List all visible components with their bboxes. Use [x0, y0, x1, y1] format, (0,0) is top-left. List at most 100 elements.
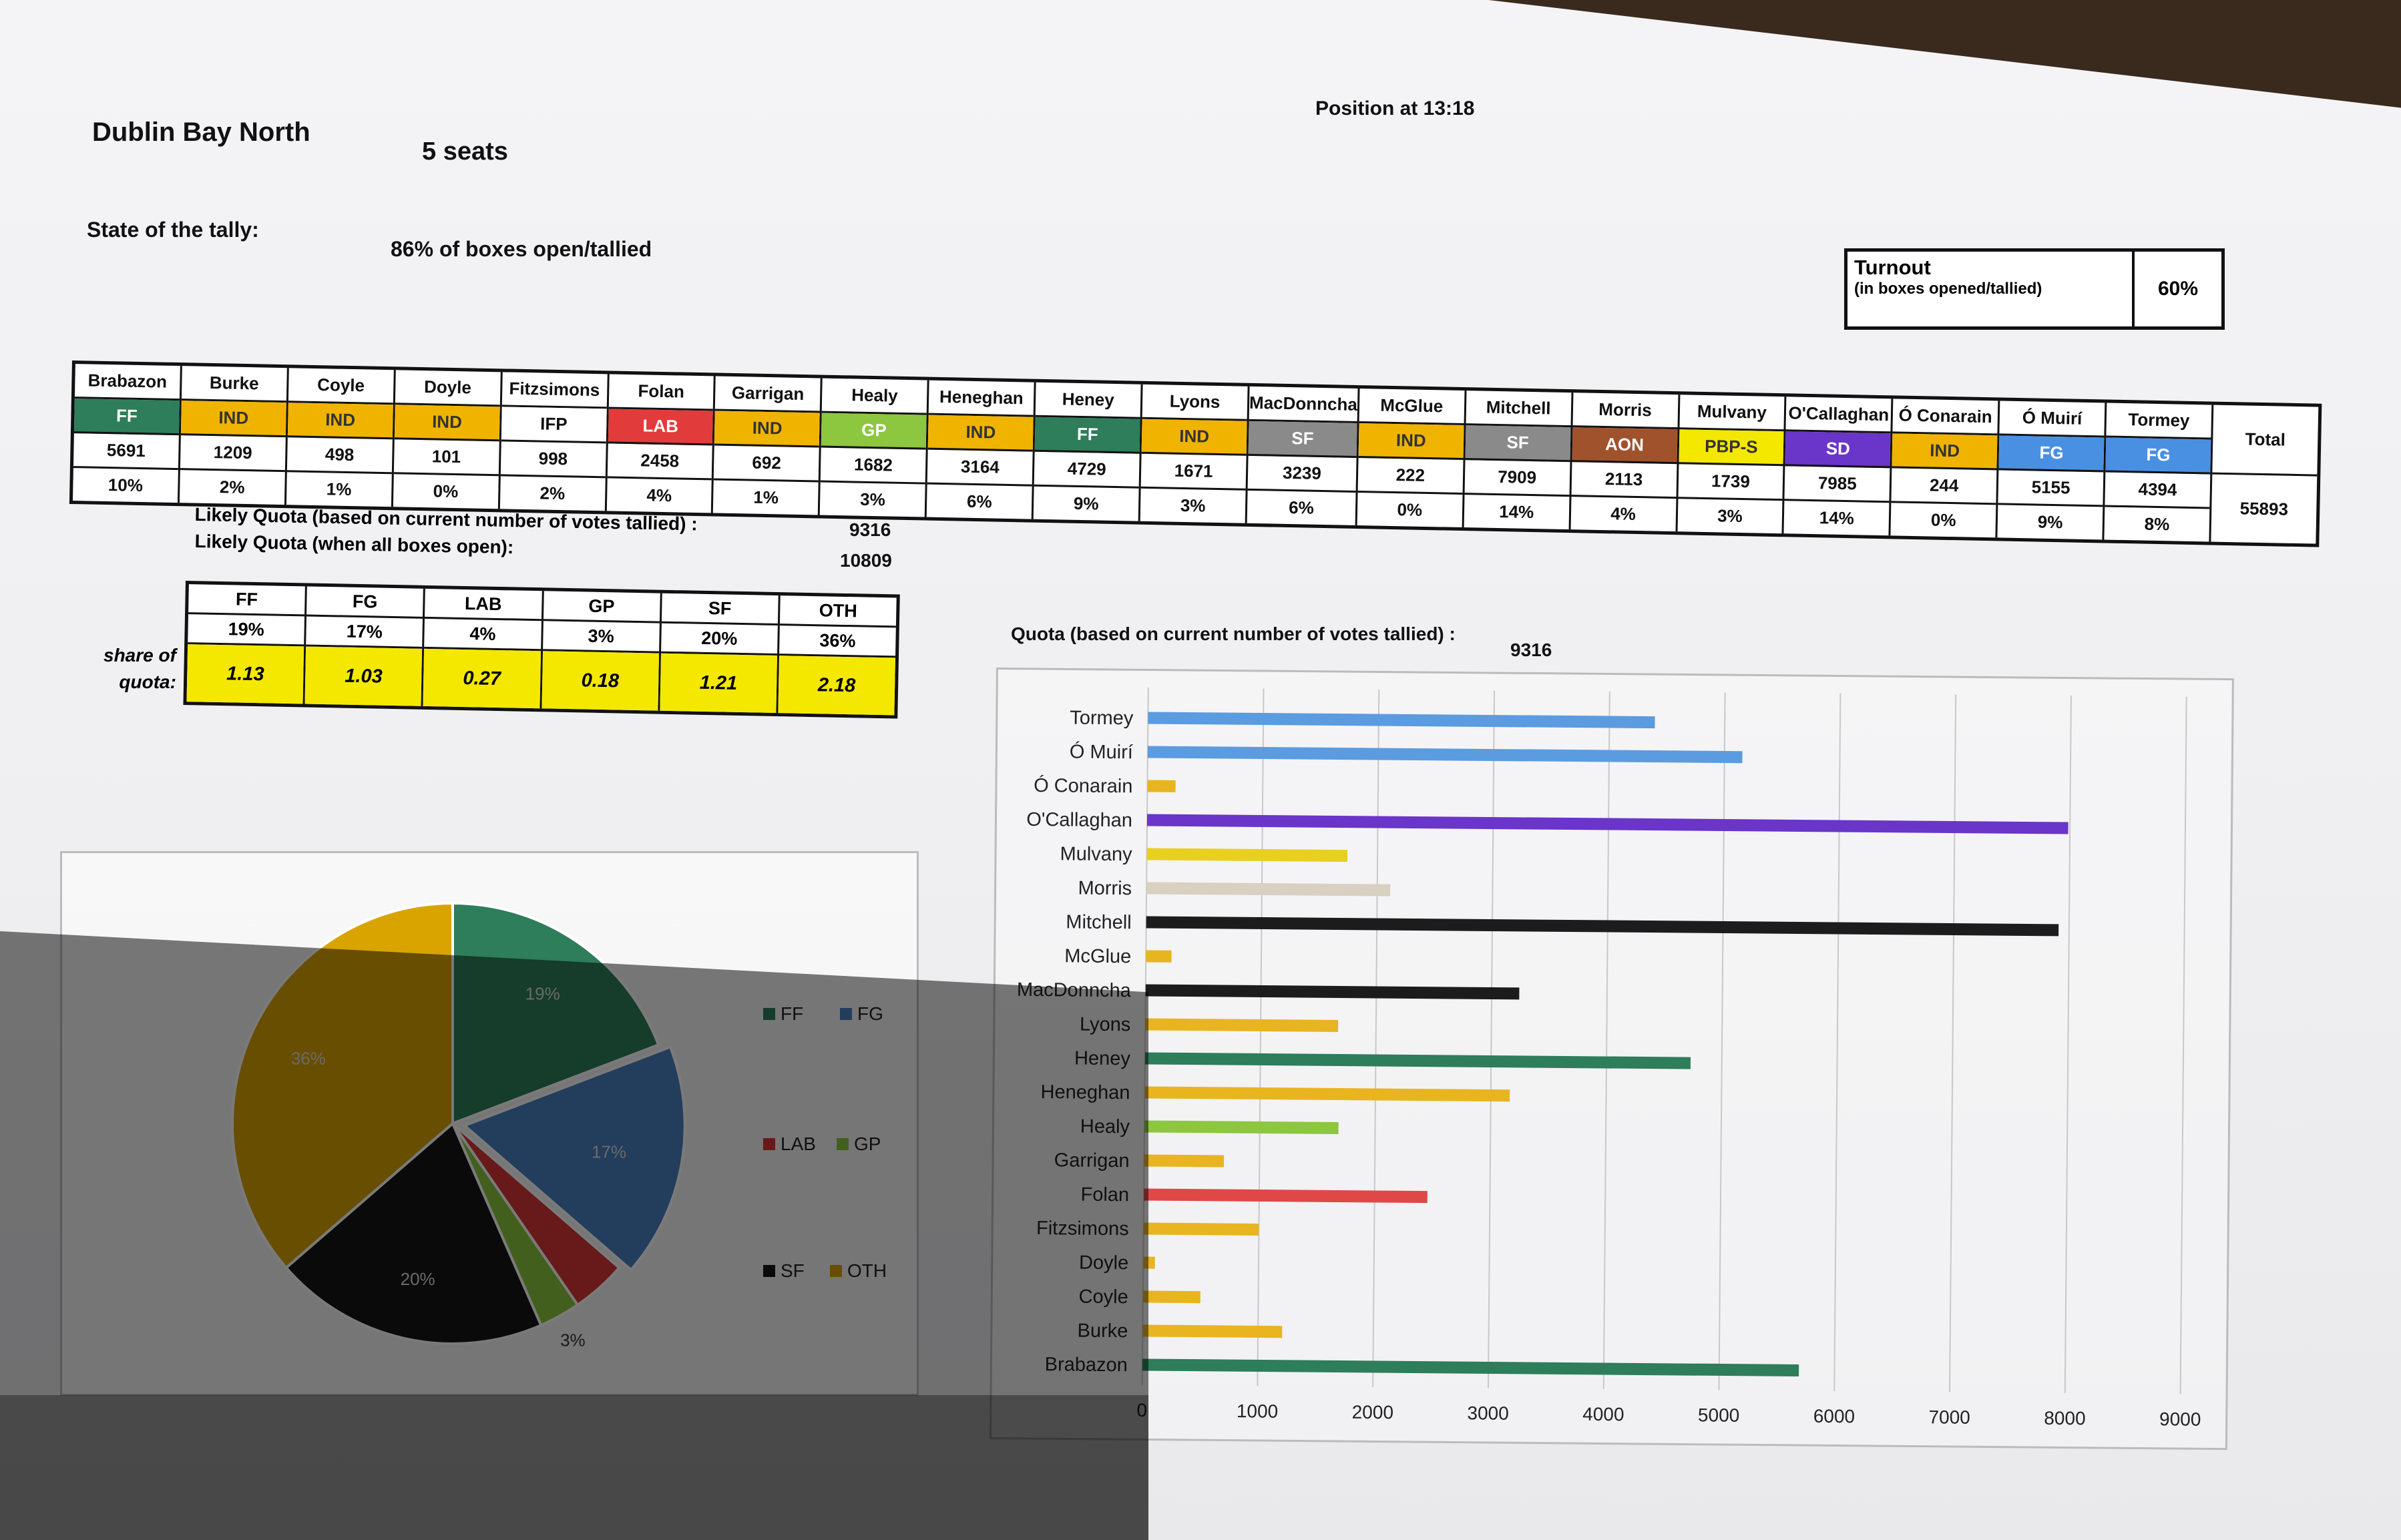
candidate-column: Mulvany PBP-S 1739 3%: [1677, 395, 1787, 534]
candidate-share: 6%: [1288, 497, 1315, 518]
party-quota-share: 0.27: [423, 648, 541, 709]
grid-line: [1718, 692, 1726, 1390]
x-tick-label: 2000: [1352, 1402, 1394, 1423]
x-tick-label: 9000: [2159, 1408, 2201, 1430]
candidate-column: Mitchell SF 7909 14%: [1464, 391, 1574, 530]
turnout-box: Turnout (in boxes opened/tallied) 60%: [1844, 248, 2225, 330]
legend-item-oth: OTH: [830, 1260, 887, 1282]
candidate-share: 0%: [1397, 499, 1423, 520]
pie-slice-label: 3%: [560, 1330, 586, 1350]
candidate-column: McGlue IND 222 0%: [1357, 389, 1467, 528]
candidate-party: IND: [1141, 419, 1247, 456]
candidate-share: 1%: [326, 479, 352, 500]
candidate-votes: 1682: [821, 447, 926, 485]
bar-category-label: Folan: [1080, 1184, 1129, 1206]
candidate-party: FF: [1034, 417, 1140, 454]
candidate-share: 1%: [753, 487, 779, 508]
candidate-party: FG: [1998, 435, 2105, 473]
pie-slice-label: 20%: [401, 1269, 435, 1289]
candidate-votes: 5691: [73, 433, 179, 471]
seats-label: 5 seats: [422, 138, 508, 166]
candidate-votes: 222: [1357, 458, 1464, 495]
candidate-share: 4%: [646, 485, 672, 506]
candidate-name: Heneghan: [928, 380, 1034, 417]
candidate-party: FF: [73, 399, 180, 436]
candidate-votes: 3239: [1247, 455, 1357, 493]
bar-muir: [1147, 746, 1743, 764]
turnout-label-cell: Turnout (in boxes opened/tallied): [1847, 252, 2135, 326]
grid-line: [1257, 688, 1265, 1386]
candidate-share: 0%: [1930, 509, 1956, 531]
party-quota-share: 1.21: [660, 653, 777, 714]
candidate-party: IND: [180, 401, 286, 438]
legend-label: OTH: [847, 1260, 887, 1281]
candidate-party: IFP: [501, 407, 607, 444]
candidate-name: Mulvany: [1679, 395, 1785, 432]
candidate-votes: 1739: [1677, 464, 1783, 501]
legend-label: SF: [781, 1260, 805, 1281]
candidate-column: MacDonncha SF 3239 6%: [1247, 386, 1360, 525]
candidate-votes: 5155: [1998, 470, 2104, 507]
candidate-party: SF: [1465, 425, 1571, 463]
bar-category-label: Coyle: [1078, 1286, 1128, 1308]
legend-label: GP: [854, 1133, 881, 1154]
legend-item-gp: GP: [837, 1133, 881, 1155]
party-share-column: FF 19% 1.13: [186, 584, 308, 704]
candidate-column: O'Callaghan SD 7985 14%: [1783, 397, 1894, 536]
candidate-share: 3%: [1180, 495, 1206, 516]
bar-category-label: Heneghan: [1040, 1081, 1130, 1103]
candidate-share: 9%: [2037, 511, 2063, 533]
candidate-name: Ó Conarain: [1892, 399, 1998, 436]
party-share-percent: 36%: [779, 625, 896, 658]
candidate-column: Fitzsimons IFP 998 2%: [499, 372, 610, 511]
quota-all-value: 10809: [840, 550, 892, 571]
candidate-share: 6%: [966, 491, 992, 512]
candidate-name: Brabazon: [74, 364, 180, 401]
legend-label: FG: [857, 1003, 883, 1024]
candidate-column: Coyle IND 498 1%: [286, 368, 396, 507]
candidate-name: O'Callaghan: [1785, 397, 1892, 434]
legend-label: FF: [781, 1003, 804, 1024]
share-of-quota-label: share of quota:: [103, 642, 176, 696]
bar-category-label: Brabazon: [1045, 1354, 1128, 1376]
party-share-column: SF 20% 1.21: [660, 593, 781, 714]
candidate-name: Heney: [1035, 382, 1141, 419]
bar-category-label: Garrigan: [1054, 1149, 1130, 1172]
candidate-votes: 692: [714, 445, 820, 483]
bar-category-label: O'Callaghan: [1026, 809, 1132, 831]
grid-line: [1487, 690, 1496, 1388]
candidate-name: Lyons: [1142, 384, 1248, 421]
pie-chart-panel: 19% 17% 3% 20% 36% FF FG LAB GP SF OTH: [60, 851, 919, 1396]
party-share-name: FG: [306, 586, 424, 619]
candidate-column: Morris AON 2113 4%: [1570, 393, 1680, 532]
candidate-share: 9%: [1073, 493, 1099, 514]
candidate-name: Folan: [608, 374, 714, 411]
bar-lyons: [1145, 1018, 1339, 1032]
total-value: 55893: [2239, 498, 2289, 519]
candidate-party: SF: [1248, 421, 1357, 458]
bar-garrigan: [1144, 1154, 1225, 1168]
bar-category-label: Healy: [1080, 1116, 1130, 1138]
party-share-name: GP: [543, 591, 660, 623]
pie-chart: 19% 17% 3% 20% 36%: [231, 901, 686, 1350]
candidate-votes: 2458: [607, 443, 713, 481]
bar-heney: [1144, 1052, 1691, 1069]
candidate-votes: 4729: [1034, 451, 1140, 489]
state-label: State of the tally:: [87, 218, 259, 242]
bar-conarain: [1147, 780, 1176, 792]
bar-chart-panel: 0 1000 2000 3000 4000 5000 6000 7000 8000 9000 Tor…: [989, 668, 2234, 1451]
legend-item-sf: SF: [763, 1260, 805, 1282]
candidate-column: Brabazon FF 5691 10%: [72, 364, 182, 503]
bar-folan: [1144, 1188, 1428, 1204]
candidate-share: 3%: [859, 489, 886, 510]
x-tick-label: 7000: [1928, 1406, 1970, 1428]
bar-category-label: Heney: [1074, 1048, 1131, 1070]
candidate-party: IND: [394, 405, 500, 442]
candidate-column: Doyle IND 101 0%: [393, 370, 503, 509]
party-share-column: GP 3% 0.18: [541, 591, 662, 711]
candidate-party: IND: [714, 411, 821, 448]
candidate-party: IND: [927, 415, 1034, 452]
candidate-name: Ó Muirí: [1999, 401, 2105, 438]
bar-doyle: [1143, 1256, 1155, 1269]
pie-slice-label: 19%: [525, 983, 560, 1003]
